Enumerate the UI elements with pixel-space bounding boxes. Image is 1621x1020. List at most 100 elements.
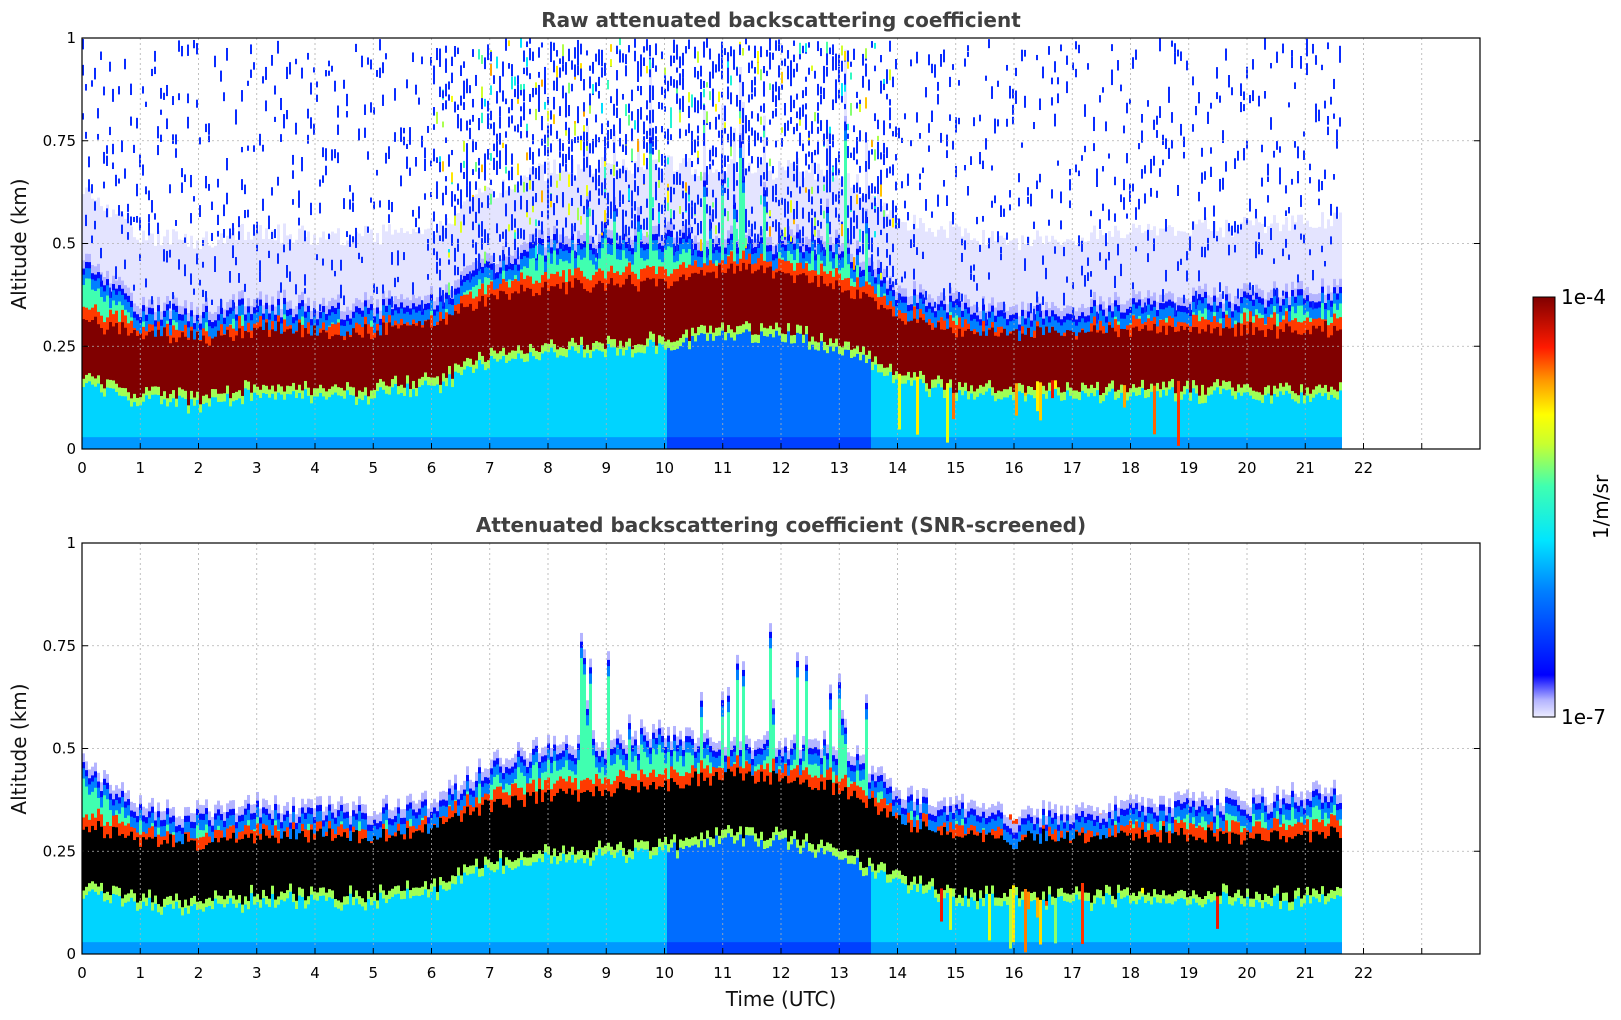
- noise-speckle: [604, 192, 606, 199]
- noise-speckle: [235, 115, 237, 125]
- colorbar-unit-label: 1/m/sr: [1589, 474, 1613, 539]
- noise-speckle: [340, 289, 342, 299]
- noise-speckle: [544, 66, 546, 80]
- noise-speckle: [925, 290, 927, 300]
- noise-speckle: [817, 142, 819, 155]
- noise-speckle: [1324, 169, 1326, 180]
- noise-speckle: [445, 185, 447, 195]
- heatmap-column: [577, 734, 580, 954]
- noise-speckle: [625, 104, 627, 117]
- noise-speckle: [505, 131, 507, 138]
- heatmap-column: [799, 171, 802, 449]
- noise-speckle: [268, 250, 270, 259]
- noise-speckle: [952, 211, 954, 225]
- heatmap-column: [904, 799, 907, 954]
- noise-speckle: [628, 226, 630, 236]
- y-tick-label: 1: [66, 29, 76, 47]
- noise-speckle: [862, 53, 864, 66]
- noise-speckle: [586, 185, 588, 197]
- heatmap-column: [388, 224, 391, 449]
- noise-speckle: [436, 261, 438, 274]
- noise-speckle: [154, 50, 156, 62]
- noise-speckle: [865, 161, 867, 172]
- heatmap-column: [1105, 813, 1108, 954]
- heatmap-column: [1339, 794, 1342, 954]
- heatmap-column: [331, 803, 334, 954]
- noise-speckle: [448, 252, 450, 258]
- noise-speckle: [352, 236, 354, 243]
- noise-speckle: [271, 231, 273, 239]
- noise-speckle: [1087, 272, 1089, 281]
- noise-speckle: [784, 102, 786, 116]
- noise-speckle: [745, 38, 747, 45]
- noise-speckle: [748, 135, 750, 143]
- noise-speckle: [616, 107, 618, 118]
- noise-speckle: [760, 47, 762, 56]
- noise-speckle: [292, 199, 294, 205]
- noise-speckle: [190, 174, 192, 188]
- panel-1-grid: [82, 38, 1480, 449]
- heatmap-column: [88, 187, 91, 449]
- heatmap-column: [757, 167, 760, 449]
- heatmap-column: [373, 241, 376, 449]
- noise-speckle: [835, 207, 837, 218]
- noise-speckle: [112, 88, 114, 102]
- noise-speckle: [1144, 193, 1146, 204]
- noise-speckle: [370, 197, 372, 203]
- noise-speckle: [709, 121, 711, 130]
- noise-speckle: [493, 128, 495, 136]
- noise-speckle: [700, 198, 702, 207]
- noise-speckle: [373, 107, 375, 115]
- noise-speckle: [1015, 67, 1017, 77]
- heatmap-column: [310, 244, 313, 449]
- heatmap-column: [1258, 794, 1261, 954]
- noise-speckle: [445, 100, 447, 110]
- noise-speckle: [712, 88, 714, 96]
- heatmap-column: [307, 798, 310, 954]
- heatmap-column: [493, 751, 496, 954]
- heatmap-column: [523, 750, 526, 954]
- heatmap-column: [334, 233, 337, 449]
- heatmap-column: [823, 730, 826, 954]
- noise-speckle: [766, 201, 768, 213]
- heatmap-column: [625, 745, 628, 954]
- noise-speckle: [535, 237, 537, 247]
- noise-speckle: [508, 224, 510, 232]
- noise-speckle: [505, 203, 507, 217]
- heatmap-column: [511, 757, 514, 954]
- heatmap-column: [697, 737, 700, 954]
- heatmap-column: [1219, 227, 1222, 449]
- noise-speckle: [829, 183, 831, 193]
- noise-speckle: [844, 50, 846, 61]
- noise-speckle: [85, 84, 87, 91]
- noise-speckle: [766, 187, 768, 197]
- noise-speckle: [547, 125, 549, 138]
- noise-speckle: [826, 154, 828, 166]
- noise-speckle: [130, 83, 132, 96]
- heatmap-column: [769, 170, 772, 449]
- noise-speckle: [760, 175, 762, 187]
- noise-speckle: [517, 247, 519, 260]
- heatmap-column: [193, 813, 196, 954]
- noise-speckle: [877, 141, 879, 151]
- noise-speckle: [1135, 207, 1137, 220]
- noise-speckle: [742, 124, 744, 136]
- noise-speckle: [136, 215, 138, 223]
- noise-speckle: [553, 80, 555, 89]
- noise-speckle: [310, 202, 312, 216]
- heatmap-column: [1069, 239, 1072, 449]
- heatmap-column: [577, 164, 580, 449]
- noise-speckle: [436, 251, 438, 261]
- noise-speckle: [100, 274, 102, 282]
- noise-speckle: [751, 223, 753, 237]
- heatmap-column: [469, 779, 472, 954]
- noise-speckle: [577, 207, 579, 221]
- noise-speckle: [262, 76, 264, 84]
- noise-speckle: [457, 47, 459, 55]
- noise-speckle: [754, 87, 756, 97]
- noise-speckle: [847, 50, 849, 62]
- noise-speckle: [670, 55, 672, 67]
- noise-speckle: [823, 184, 825, 192]
- noise-speckle: [895, 154, 897, 161]
- noise-speckle: [535, 193, 537, 203]
